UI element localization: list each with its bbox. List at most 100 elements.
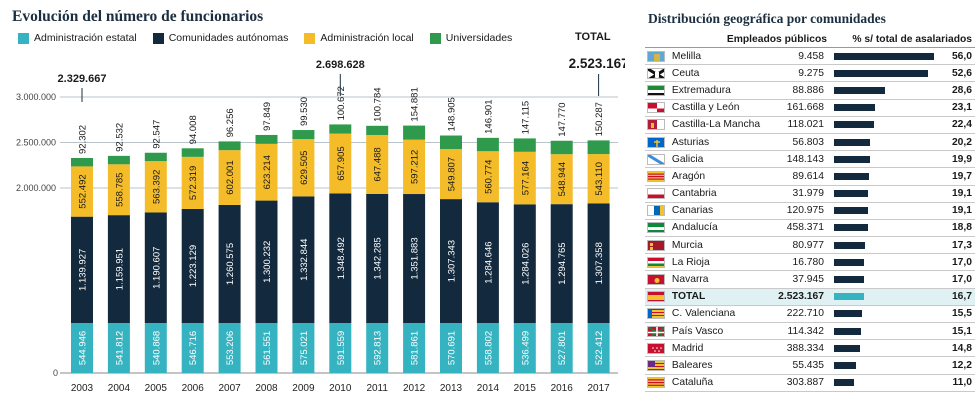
region-pct-bar bbox=[833, 155, 870, 163]
region-flag-cell bbox=[645, 150, 669, 169]
region-pct-bar bbox=[833, 241, 865, 249]
y-tick-label: 2.000.000 bbox=[16, 183, 56, 193]
region-flag-cell bbox=[645, 374, 669, 392]
region-pct-bar bbox=[833, 172, 869, 180]
bar-segment-2015-1 bbox=[513, 204, 536, 323]
bar-segment-2016-1 bbox=[550, 204, 573, 323]
total-callout: 2.329.667 bbox=[58, 73, 107, 85]
region-pct-bar bbox=[833, 344, 860, 352]
region-name: Galicia bbox=[668, 150, 761, 169]
galicia-flag-icon bbox=[647, 153, 665, 165]
bar-segment-2012-3 bbox=[403, 125, 426, 140]
table-row: Madrid 388.334 14,8 bbox=[645, 339, 975, 358]
bar-segment-2010-3 bbox=[329, 124, 352, 134]
table-row: Navarra 37.945 17,0 bbox=[645, 270, 975, 289]
bar-value-label: 1.260.575 bbox=[225, 243, 236, 285]
castilla-leon-flag-icon bbox=[647, 102, 665, 114]
bar-segment-2005-3 bbox=[144, 152, 167, 162]
legend-item-local: Administración local bbox=[304, 32, 414, 44]
region-employees: 114.342 bbox=[760, 322, 830, 341]
regional-distribution-panel: Distribución geográfica por comunidades … bbox=[645, 0, 975, 404]
region-pct-bar-cell bbox=[829, 47, 942, 66]
bar-segment-2011-2 bbox=[366, 134, 389, 194]
region-name: Aragón bbox=[668, 167, 761, 186]
table-header-row: Empleados públicos % s/ total de asalari… bbox=[645, 31, 975, 48]
bar-segment-2003-1 bbox=[71, 216, 93, 323]
bar-value-label: 1.307.343 bbox=[447, 240, 458, 282]
legend-item-autonomas: Comunidades autónomas bbox=[152, 32, 289, 44]
x-tick-label: 2004 bbox=[108, 383, 131, 394]
table-row: Castilla y León 161.668 23,1 bbox=[645, 99, 975, 117]
x-tick-label: 2007 bbox=[218, 383, 241, 394]
table-row: Murcia 80.977 17,3 bbox=[645, 236, 975, 255]
region-pct: 17,0 bbox=[941, 253, 975, 272]
region-pct: 28,6 bbox=[941, 81, 975, 100]
bar-value-label: 657.905 bbox=[336, 146, 347, 180]
bar-value-label: 558.785 bbox=[114, 173, 125, 207]
region-flag-cell bbox=[645, 81, 669, 100]
cantabria-flag-icon bbox=[647, 188, 665, 200]
region-employees: 9.275 bbox=[760, 64, 830, 83]
region-pct: 22,4 bbox=[941, 116, 975, 134]
table-row: C. Valenciana 222.710 15,5 bbox=[645, 305, 975, 324]
bar-value-label: 561.551 bbox=[262, 331, 273, 365]
regional-table: Empleados públicos % s/ total de asalari… bbox=[645, 31, 975, 392]
region-flag-cell bbox=[645, 202, 669, 220]
table-row: Castilla-La Mancha 118.021 22,4 bbox=[645, 116, 975, 134]
bar-value-label: 100.784 bbox=[373, 87, 384, 121]
bar-segment-2006-3 bbox=[181, 148, 204, 157]
bar-value-label: 591.559 bbox=[336, 331, 347, 365]
bar-segment-2006-0 bbox=[181, 323, 204, 373]
bar-segment-2017-1 bbox=[587, 203, 610, 323]
la-rioja-flag-icon bbox=[647, 256, 665, 268]
x-tick-label: 2014 bbox=[477, 383, 500, 394]
bar-value-label: 536.499 bbox=[520, 331, 531, 365]
bar-segment-2008-1 bbox=[255, 200, 278, 323]
table-row: Asturias 56.803 20,2 bbox=[645, 133, 975, 152]
region-pct: 12,2 bbox=[941, 356, 975, 375]
region-name: Cantabria bbox=[668, 185, 761, 203]
bar-value-label: 527.801 bbox=[557, 331, 568, 365]
bar-segment-2014-0 bbox=[476, 323, 499, 373]
region-flag-cell bbox=[645, 322, 669, 341]
region-name: Melilla bbox=[668, 47, 761, 66]
legend-label: Comunidades autónomas bbox=[168, 32, 289, 44]
x-tick-label: 2006 bbox=[182, 383, 205, 394]
bar-value-label: 154.881 bbox=[410, 87, 421, 121]
region-pct-bar-cell bbox=[829, 133, 942, 152]
bar-value-label: 522.412 bbox=[594, 331, 605, 365]
navarra-flag-icon bbox=[647, 274, 665, 286]
bar-segment-2014-2 bbox=[476, 151, 499, 203]
legend-label: Administración local bbox=[320, 32, 414, 44]
bar-value-label: 92.547 bbox=[151, 120, 162, 149]
bar-value-label: 592.813 bbox=[373, 331, 384, 365]
x-tick-label: 2015 bbox=[514, 383, 537, 394]
pais-vasco-flag-icon bbox=[647, 325, 665, 337]
bar-value-label: 97.849 bbox=[262, 102, 273, 131]
table-row: Cataluña 303.887 11,0 bbox=[645, 374, 975, 392]
region-pct: 15,5 bbox=[941, 305, 975, 324]
bar-value-label: 623.214 bbox=[262, 155, 273, 189]
bar-segment-2017-0 bbox=[587, 323, 610, 373]
region-pct-bar bbox=[833, 104, 875, 112]
region-name: C. Valenciana bbox=[668, 305, 761, 324]
region-pct-bar bbox=[833, 224, 868, 232]
bar-segment-2006-2 bbox=[181, 156, 204, 209]
table-row: La Rioja 16.780 17,0 bbox=[645, 253, 975, 272]
canarias-flag-icon bbox=[647, 205, 665, 217]
table-row-total: TOTAL 2.523.167 16,7 bbox=[645, 288, 975, 306]
region-pct: 15,1 bbox=[941, 322, 975, 341]
bar-segment-2015-3 bbox=[513, 138, 536, 152]
bar-value-label: 572.319 bbox=[188, 166, 199, 200]
region-pct-bar-cell bbox=[829, 236, 942, 255]
total-callout: 2.698.628 bbox=[316, 59, 365, 71]
region-employees: 120.975 bbox=[760, 202, 830, 220]
legend-swatch bbox=[304, 32, 316, 44]
table-row: Galicia 148.143 19,9 bbox=[645, 150, 975, 169]
bar-value-label: 581.861 bbox=[410, 331, 421, 365]
bar-value-label: 560.774 bbox=[483, 160, 494, 194]
legend-item-estatal: Administración estatal bbox=[18, 32, 137, 44]
header-pct: % s/ total de asalariados bbox=[829, 31, 975, 48]
bar-segment-2006-1 bbox=[181, 208, 204, 323]
bar-segment-2008-0 bbox=[255, 323, 278, 373]
